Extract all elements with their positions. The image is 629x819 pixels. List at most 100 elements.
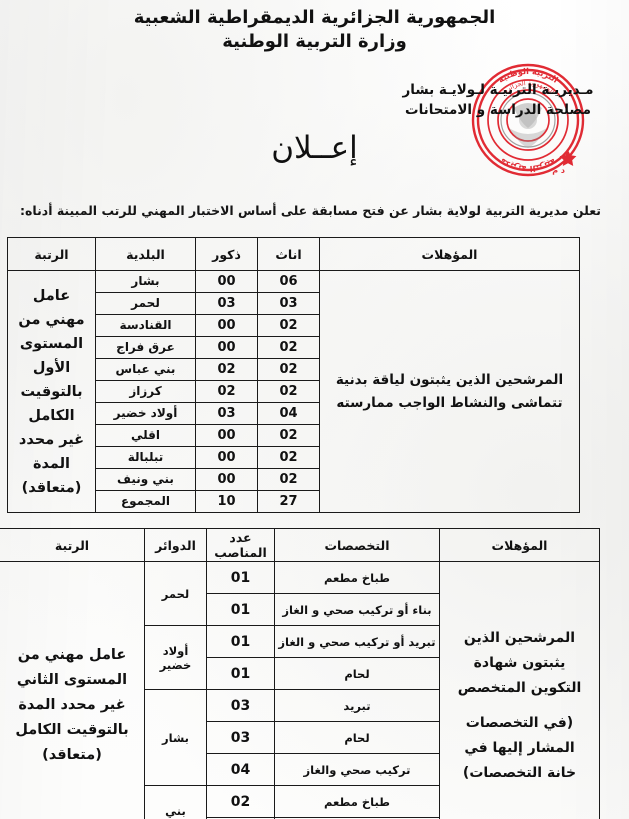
cell-positions: 01 [206, 657, 275, 690]
cell-males: 02 [195, 358, 258, 381]
qualifications-part-two: (في التخصصات المشار إليها في خانة التخصص… [462, 714, 577, 781]
table-row: طباخ مطعم 02 بني عباس [0, 785, 600, 819]
table-row: بناء أو تركيب صحي و الغاز 01 [0, 593, 600, 626]
cell-district: لحمر [144, 561, 207, 626]
cell-females: 02 [257, 314, 320, 337]
cell-municipality: القنادسة [95, 314, 196, 337]
cell-positions: 03 [206, 689, 275, 722]
table-level-one: المؤهلات اناث ذكور البلدية الرتبة المرشح… [7, 237, 580, 513]
th-districts: الدوائر [144, 528, 207, 562]
cell-municipality: تبلبالة [95, 446, 196, 469]
table-row: المرشحين الذين يثبتون لياقة بدنية تتماشى… [7, 270, 580, 513]
cell-municipality: اقلي [95, 424, 196, 447]
cell-municipality: بني عباس [95, 358, 196, 381]
cell-specialty: طباخ مطعم [274, 561, 440, 594]
cell-males: 02 [195, 380, 258, 403]
cell-males: 03 [195, 292, 258, 315]
cell-females: 02 [257, 336, 320, 359]
cell-females-total: 27 [257, 490, 320, 513]
cell-qualifications: المرشحين الذين يثبتون شهادة التكوين المت… [439, 561, 600, 819]
cell-specialty: طباخ مطعم [274, 785, 440, 818]
th-qualifications: المؤهلات [319, 237, 580, 271]
th-females: اناث [257, 237, 320, 271]
cell-positions: 01 [206, 593, 275, 626]
cell-females: 02 [257, 446, 320, 469]
table-row: 02 02 بني عباس [8, 358, 580, 381]
cell-municipality: بشار [95, 270, 196, 293]
cell-district: بني عباس [144, 785, 207, 819]
cell-positions: 02 [206, 785, 275, 818]
cell-municipality: عرق فراج [95, 336, 196, 359]
table-row: 04 03 أولاد خضير [8, 402, 580, 425]
th-specialties: التخصصات [274, 528, 440, 562]
cell-females: 03 [257, 292, 320, 315]
table-row: تبريد 03 بشار [0, 689, 600, 786]
announcement-title: إعــلان [271, 130, 358, 166]
ministry-title: وزارة التربية الوطنية [222, 31, 407, 52]
cell-males: 00 [195, 270, 258, 293]
document-header: الجمهورية الجزائرية الديمقراطية الشعبية … [0, 6, 629, 54]
spacer [448, 701, 591, 711]
table-row: تبريد أو تركيب صحي و الغاز 01 أولاد خضير [0, 625, 600, 690]
cell-qualifications: المرشحين الذين يثبتون لياقة بدنية تتماشى… [319, 270, 580, 513]
cell-females: 02 [257, 424, 320, 447]
cell-specialty: تبريد أو تركيب صحي و الغاز [274, 625, 440, 658]
directorate-service: مصلحة الدراسة و الامتحانات [405, 102, 591, 118]
cell-females: 02 [257, 380, 320, 403]
cell-municipality: كرزاز [95, 380, 196, 403]
cell-males: 00 [195, 424, 258, 447]
cell-males-total: 10 [195, 490, 258, 513]
table-row: 02 00 اقلي [8, 424, 580, 447]
directorate-block: مـديريـة التربيـة لـولايـة بشار مصلحة ال… [373, 80, 623, 120]
cell-municipality: لحمر [95, 292, 196, 315]
cell-specialty: تركيب صحي والغاز [274, 753, 440, 786]
table-header-row: المؤهلات اناث ذكور البلدية الرتبة [7, 237, 580, 271]
cell-males: 03 [195, 402, 258, 425]
republic-title: الجمهورية الجزائرية الديمقراطية الشعبية [133, 7, 496, 28]
cell-males: 00 [195, 468, 258, 491]
cell-district: أولاد خضير [144, 625, 207, 690]
cell-specialty: تبريد [274, 689, 440, 722]
cell-specialty: تبريد أو تركيب صحي و الغاز [274, 817, 440, 819]
intro-paragraph: تعلن مديرية التربية لولاية بشار عن فتح م… [20, 203, 601, 218]
cell-municipality: بني ونيف [95, 468, 196, 491]
table-row: 02 00 القنادسة [8, 314, 580, 337]
cell-positions: 01 [206, 817, 275, 819]
table-row: 02 00 عرق فراج [8, 336, 580, 359]
cell-positions: 01 [206, 625, 275, 658]
svg-text:د م: د م [552, 166, 565, 175]
th-qualifications: المؤهلات [439, 528, 600, 562]
cell-rank: عامل مهني من المستوى الأول بالتوقيت الكا… [7, 270, 96, 513]
directorate-name: مـديريـة التربيـة لـولايـة بشار [402, 82, 594, 98]
table-row: تركيب صحي والغاز 04 [0, 753, 600, 786]
table-row: 02 02 كرزاز [8, 380, 580, 403]
cell-rank: عامل مهني من المستوى الثاني غير محدد الم… [0, 561, 145, 819]
cell-females: 02 [257, 358, 320, 381]
cell-females: 06 [257, 270, 320, 293]
th-males: ذكور [195, 237, 258, 271]
th-rank: الرتبة [0, 528, 145, 562]
th-municipality: البلدية [95, 237, 196, 271]
cell-positions: 01 [206, 561, 275, 594]
table-total-row: 27 10 المجموع [8, 490, 580, 513]
table-level-two: المؤهلات التخصصات عدد المناصب الدوائر ال… [0, 528, 600, 819]
cell-specialty: بناء أو تركيب صحي و الغاز [274, 593, 440, 626]
cell-district: بشار [144, 689, 207, 786]
cell-positions: 04 [206, 753, 275, 786]
cell-specialty: لحام [274, 721, 440, 754]
qualifications-part-one: المرشحين الذين يثبتون شهادة التكوين المت… [457, 629, 582, 696]
cell-municipality: أولاد خضير [95, 402, 196, 425]
cell-males: 00 [195, 336, 258, 359]
cell-females: 02 [257, 468, 320, 491]
th-rank: الرتبة [7, 237, 96, 271]
cell-total-label: المجموع [95, 490, 196, 513]
cell-positions: 03 [206, 721, 275, 754]
cell-females: 04 [257, 402, 320, 425]
cell-males: 00 [195, 314, 258, 337]
table-row: المرشحين الذين يثبتون شهادة التكوين المت… [0, 561, 600, 819]
table-row: تبريد أو تركيب صحي و الغاز 01 [0, 817, 600, 819]
cell-specialty: لحام [274, 657, 440, 690]
table-header-row: المؤهلات التخصصات عدد المناصب الدوائر ال… [0, 528, 600, 562]
official-stamp-icon: التربية الوطنية مديرية التربية الجمهورية… [469, 46, 587, 194]
